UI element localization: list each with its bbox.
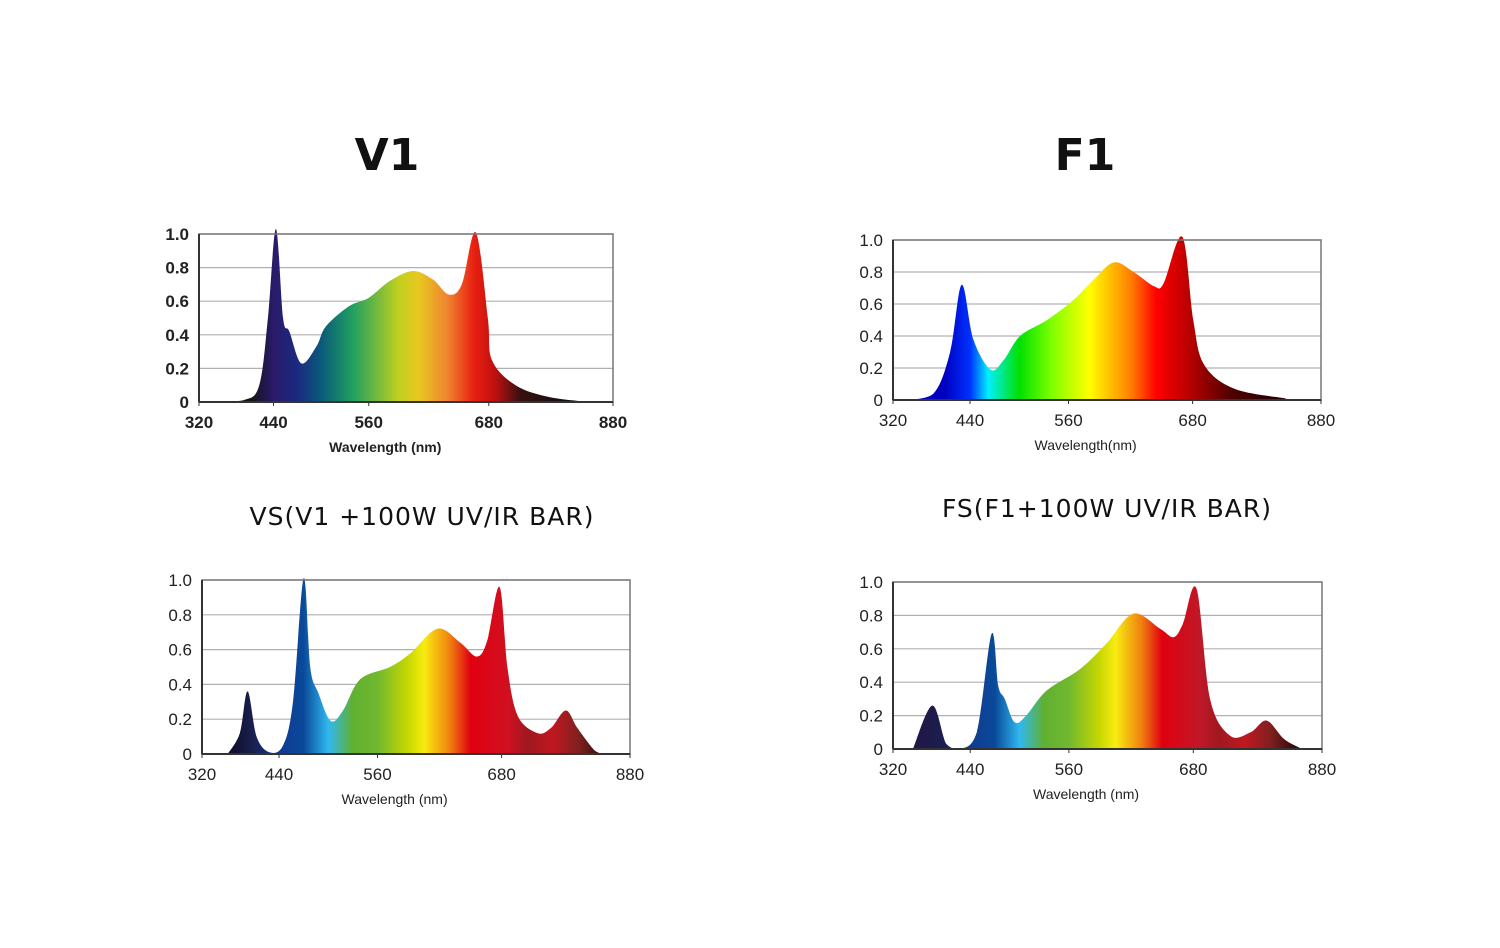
x-axis-label: Wavelength (nm) — [1033, 786, 1139, 802]
x-tick-label: 560 — [1054, 411, 1082, 430]
y-tick-label: 0.8 — [165, 259, 189, 278]
x-tick-label: 560 — [1055, 760, 1083, 779]
spectrum-area — [912, 586, 1303, 749]
y-tick-label: 0.8 — [859, 263, 883, 282]
x-axis-label: Wavelength (nm) — [329, 439, 441, 455]
spectrum-area — [209, 228, 591, 402]
x-tick-label: 680 — [1178, 411, 1206, 430]
x-tick-label: 880 — [1308, 760, 1336, 779]
y-tick-label: 1.0 — [859, 573, 883, 592]
y-tick-label: 0.4 — [859, 327, 883, 346]
x-tick-label: 440 — [265, 765, 293, 784]
y-tick-label: 0.2 — [859, 359, 883, 378]
y-tick-label: 0 — [874, 391, 883, 410]
y-tick-label: 0.2 — [168, 710, 192, 729]
x-tick-label: 880 — [599, 413, 627, 432]
y-tick-label: 0.4 — [859, 673, 883, 692]
x-axis-label: Wavelength(nm) — [1035, 437, 1137, 453]
chart-title-f1: F1 — [1054, 130, 1116, 181]
chart-title-v1: V1 — [354, 130, 420, 181]
x-tick-label: 560 — [355, 413, 383, 432]
x-tick-label: 440 — [956, 411, 984, 430]
y-tick-label: 0.8 — [168, 606, 192, 625]
y-tick-label: 1.0 — [168, 571, 192, 590]
x-tick-label: 320 — [879, 411, 907, 430]
y-tick-label: 0.6 — [165, 292, 189, 311]
y-tick-label: 1.0 — [859, 231, 883, 250]
y-tick-label: 1.0 — [165, 225, 189, 244]
spectrum-area — [227, 577, 605, 754]
y-tick-label: 0.6 — [859, 295, 883, 314]
x-tick-label: 440 — [956, 760, 984, 779]
x-tick-label: 560 — [363, 765, 391, 784]
y-tick-label: 0.4 — [168, 675, 192, 694]
y-tick-label: 0.2 — [165, 359, 189, 378]
x-tick-label: 880 — [616, 765, 644, 784]
x-tick-label: 320 — [879, 760, 907, 779]
x-tick-label: 680 — [487, 765, 515, 784]
y-tick-label: 0 — [874, 740, 883, 759]
x-axis-label: Wavelength (nm) — [342, 791, 448, 807]
y-tick-label: 0.6 — [168, 641, 192, 660]
y-tick-label: 0.6 — [859, 640, 883, 659]
x-tick-label: 680 — [475, 413, 503, 432]
x-tick-label: 320 — [185, 413, 213, 432]
x-tick-label: 680 — [1179, 760, 1207, 779]
y-tick-label: 0.4 — [165, 326, 189, 345]
chart-title-vs: VS(V1 +100W UV/IR BAR) — [249, 502, 595, 531]
chart-title-fs: FS(F1+100W UV/IR BAR) — [941, 494, 1273, 523]
y-tick-label: 0.8 — [859, 606, 883, 625]
y-tick-label: 0 — [183, 745, 192, 764]
x-tick-label: 320 — [188, 765, 216, 784]
x-tick-label: 440 — [259, 413, 287, 432]
x-tick-label: 880 — [1307, 411, 1335, 430]
y-tick-label: 0.2 — [859, 707, 883, 726]
y-tick-label: 0 — [180, 393, 189, 412]
spectrum-area — [905, 236, 1286, 400]
